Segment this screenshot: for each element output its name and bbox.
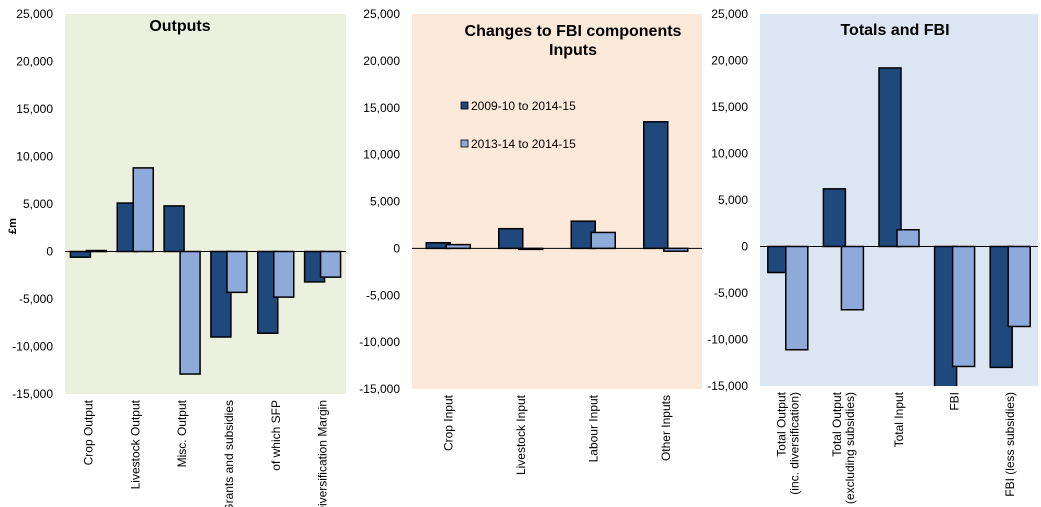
- legend-swatch-series-1: [460, 101, 469, 110]
- x-tick-label: FBI (less subsidies): [1003, 392, 1017, 497]
- y-tick-label: 15,000: [363, 101, 400, 115]
- y-tick-label: 25,000: [16, 7, 53, 21]
- x-tick-label: Grants and subsidies: [222, 400, 236, 507]
- chart-title: Changes to FBI components: [465, 23, 682, 40]
- x-tick-label: Crop Input: [441, 394, 455, 451]
- y-tick-label: -5,000: [714, 286, 748, 300]
- bar-series-1: [643, 121, 669, 250]
- y-tick-label: -10,000: [359, 335, 400, 349]
- y-tick-label: 0: [741, 240, 748, 254]
- panel-outputs: 25,000 20,000 15,000 10,000 5,000 0 -5,000 -10,…: [7, 7, 346, 507]
- y-tick-label: -15,000: [12, 387, 53, 401]
- y-tick-label: 15,000: [16, 102, 53, 116]
- x-tick-label: Diversification Margin: [316, 400, 330, 507]
- y-tick-label: -5,000: [366, 288, 400, 302]
- y-tick-label: 5,000: [370, 195, 400, 209]
- x-tick-label: of which SFP: [269, 400, 283, 471]
- bars: [767, 67, 1031, 386]
- x-axis: Total Output (inc. diversification) Total …: [774, 391, 1017, 504]
- y-tick-label: 20,000: [363, 54, 400, 68]
- bar-series-2: [840, 245, 865, 311]
- bar-series-1: [163, 205, 185, 253]
- y-axis-label: £m: [7, 218, 19, 234]
- x-tick-label: (excluding subsidies): [843, 392, 857, 504]
- panel-inputs: 25,000 20,000 15,000 10,000 5,000 0 -5,000 -10,…: [359, 7, 702, 475]
- bar-series-2: [590, 231, 616, 250]
- y-tick-label: 20,000: [711, 54, 748, 68]
- bar-series-1: [878, 67, 902, 248]
- bars: [69, 167, 342, 375]
- x-tick-label: Total Input: [892, 391, 906, 447]
- x-tick-label: Misc. Output: [175, 399, 189, 467]
- y-tick-label: 10,000: [711, 147, 748, 161]
- x-tick-label: Livestock Output: [128, 399, 142, 489]
- plot-area-background: [65, 14, 346, 394]
- y-tick-label: 0: [46, 245, 53, 259]
- bar-series-1: [498, 227, 524, 250]
- bar-series-1: [69, 250, 92, 258]
- y-tick-label: -5,000: [19, 292, 53, 306]
- y-tick-label: 20,000: [16, 55, 53, 69]
- bar-series-2: [319, 250, 342, 278]
- bar-series-2: [896, 229, 920, 248]
- bar-series-2: [1007, 245, 1031, 328]
- legend-swatch-series-2: [460, 139, 469, 148]
- x-axis: Crop Input Livestock Input Labour Input Oth…: [441, 394, 673, 475]
- y-tick-label: 25,000: [363, 7, 400, 21]
- bar-series-2: [179, 250, 201, 375]
- bar-series-2: [951, 245, 976, 368]
- x-tick-label: Total Output: [830, 391, 844, 456]
- y-tick-label: 0: [393, 241, 400, 255]
- y-tick-label: 25,000: [711, 7, 748, 21]
- legend-label-series-1: 2009-10 to 2014-15: [471, 99, 576, 113]
- legend-label-series-2: 2013-14 to 2014-15: [471, 137, 576, 151]
- panel-totals-and-fbi: 25,000 20,000 15,000 10,000 5,000 0 -5,000 -10,…: [707, 7, 1038, 504]
- chart-subtitle: Inputs: [549, 42, 597, 59]
- y-tick-label: -10,000: [12, 340, 53, 354]
- x-tick-label: Other Inputs: [659, 395, 673, 461]
- y-axis: 25,000 20,000 15,000 10,000 5,000 0 -5,000 -10,…: [359, 7, 400, 396]
- bar-series-2: [132, 167, 154, 253]
- y-tick-label: 5,000: [23, 197, 53, 211]
- x-tick-label: Crop Output: [81, 399, 95, 465]
- x-tick-label: Labour Input: [586, 394, 600, 462]
- y-axis: 25,000 20,000 15,000 10,000 5,000 0 -5,000 -10,…: [707, 7, 748, 393]
- legend: 2009-10 to 2014-15 2013-14 to 2014-15: [460, 99, 576, 151]
- x-tick-label: (inc. diversification): [787, 392, 801, 495]
- y-tick-label: -15,000: [359, 382, 400, 396]
- y-tick-label: 10,000: [363, 148, 400, 162]
- chart-title: Totals and FBI: [840, 22, 949, 39]
- bar-series-2: [445, 243, 471, 250]
- x-tick-label: Livestock Input: [514, 394, 528, 475]
- chart-title: Outputs: [149, 18, 210, 35]
- y-tick-label: -10,000: [707, 333, 748, 347]
- y-tick-label: 5,000: [718, 193, 748, 207]
- y-tick-label: -15,000: [707, 379, 748, 393]
- bar-series-2: [226, 250, 248, 294]
- y-axis: 25,000 20,000 15,000 10,000 5,000 0 -5,000 -10,…: [12, 7, 53, 401]
- y-tick-label: 15,000: [711, 100, 748, 114]
- x-axis: Crop Output Livestock Output Misc. Output G…: [81, 399, 329, 507]
- bar-series-2: [273, 250, 295, 298]
- y-tick-label: 10,000: [16, 150, 53, 164]
- bar-series-1: [822, 188, 847, 248]
- x-tick-label: Total Output: [774, 391, 788, 456]
- bar-series-2: [785, 245, 809, 351]
- x-tick-label: FBI: [948, 392, 962, 411]
